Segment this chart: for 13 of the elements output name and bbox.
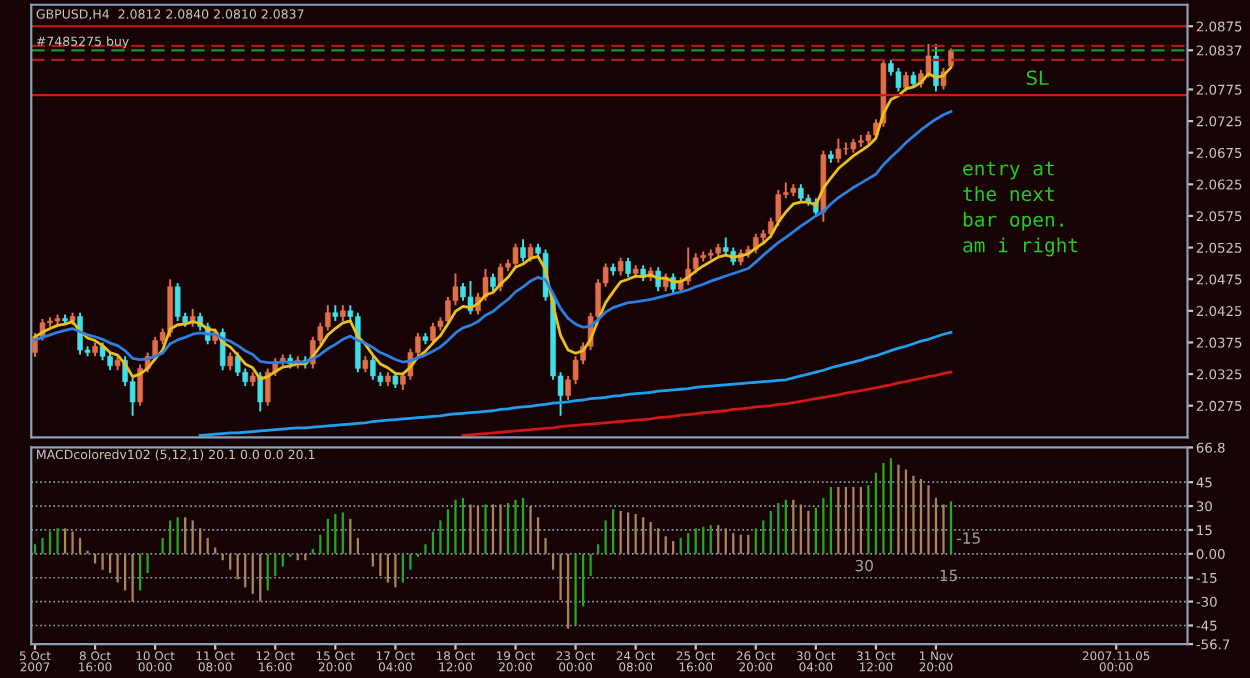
candlestick (422, 331, 429, 346)
line-series (198, 330, 953, 437)
candlestick (843, 141, 849, 156)
candlestick (858, 134, 864, 149)
ref-line-label: SL (1026, 70, 1049, 86)
candlestick (850, 137, 857, 154)
line-series (461, 370, 953, 437)
candlestick (707, 248, 714, 261)
annotation: entry at the next bar open. am i right (963, 161, 1078, 257)
candlestick (835, 137, 842, 164)
candlestick (54, 313, 61, 326)
candlestick (895, 67, 902, 93)
candlestick (512, 242, 519, 269)
